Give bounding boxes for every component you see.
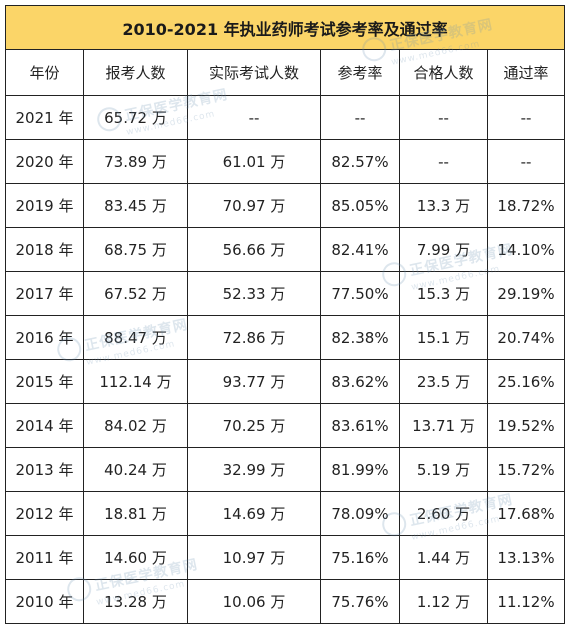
table-body: 2021 年 65.72 万 -- -- -- -- 2020 年 73.89 万 61.01 … — [5, 95, 566, 624]
table-row: 2015 年 112.14 万 93.77 万 83.62% 23.5 万 25.16% — [5, 359, 566, 404]
cell-pass-rate: 18.72% — [486, 183, 566, 228]
cell-pass-rate: -- — [486, 95, 566, 140]
cell-pass-rate: 14.10% — [486, 227, 566, 272]
cell-actual-takers: 10.97 万 — [187, 535, 321, 580]
cell-year: 2017 年 — [5, 271, 84, 316]
cell-year: 2019 年 — [5, 183, 84, 228]
title-row: 2010-2021 年执业药师考试参考率及通过率 — [4, 5, 566, 50]
table-row: 2016 年 88.47 万 72.86 万 82.38% 15.1 万 20.74% — [5, 315, 566, 360]
cell-year: 2013 年 — [5, 447, 84, 492]
cell-actual-takers: -- — [187, 95, 321, 140]
header-pass-rate: 通过率 — [486, 49, 566, 96]
cell-pass-rate: 11.12% — [486, 579, 566, 624]
table-row: 2019 年 83.45 万 70.97 万 85.05% 13.3 万 18.72% — [5, 183, 566, 228]
table-row: 2018 年 68.75 万 56.66 万 82.41% 7.99 万 14.10% — [5, 227, 566, 272]
cell-registered: 112.14 万 — [83, 359, 188, 404]
cell-registered: 13.28 万 — [83, 579, 188, 624]
cell-pass-rate: -- — [486, 139, 566, 184]
cell-year: 2010 年 — [5, 579, 84, 624]
cell-actual-takers: 61.01 万 — [187, 139, 321, 184]
cell-attendance-rate: 78.09% — [320, 491, 400, 536]
cell-registered: 73.89 万 — [83, 139, 188, 184]
cell-pass-rate: 13.13% — [486, 535, 566, 580]
table-row: 2012 年 18.81 万 14.69 万 78.09% 2.60 万 17.68% — [5, 491, 566, 536]
cell-year: 2015 年 — [5, 359, 84, 404]
cell-passed: 2.60 万 — [399, 491, 488, 536]
cell-attendance-rate: 77.50% — [320, 271, 400, 316]
cell-passed: 15.3 万 — [399, 271, 488, 316]
cell-year: 2016 年 — [5, 315, 84, 360]
cell-actual-takers: 14.69 万 — [187, 491, 321, 536]
cell-registered: 65.72 万 — [83, 95, 188, 140]
cell-actual-takers: 56.66 万 — [187, 227, 321, 272]
table-row: 2013 年 40.24 万 32.99 万 81.99% 5.19 万 15.72% — [5, 447, 566, 492]
cell-passed: 13.71 万 — [399, 403, 488, 448]
cell-registered: 83.45 万 — [83, 183, 188, 228]
header-passed: 合格人数 — [399, 49, 488, 96]
cell-year: 2011 年 — [5, 535, 84, 580]
cell-attendance-rate: 85.05% — [320, 183, 400, 228]
cell-passed: 5.19 万 — [399, 447, 488, 492]
cell-actual-takers: 72.86 万 — [187, 315, 321, 360]
cell-attendance-rate: 81.99% — [320, 447, 400, 492]
cell-passed: -- — [399, 95, 488, 140]
header-actual-takers: 实际考试人数 — [187, 49, 321, 96]
stats-table: 2010-2021 年执业药师考试参考率及通过率 年份 报考人数 实际考试人数 … — [4, 5, 566, 624]
cell-passed: -- — [399, 139, 488, 184]
table-row: 2020 年 73.89 万 61.01 万 82.57% -- -- — [5, 139, 566, 184]
cell-year: 2012 年 — [5, 491, 84, 536]
cell-registered: 88.47 万 — [83, 315, 188, 360]
cell-attendance-rate: -- — [320, 95, 400, 140]
table-row: 2011 年 14.60 万 10.97 万 75.16% 1.44 万 13.13% — [5, 535, 566, 580]
header-registered: 报考人数 — [83, 49, 188, 96]
cell-passed: 23.5 万 — [399, 359, 488, 404]
cell-attendance-rate: 75.16% — [320, 535, 400, 580]
cell-attendance-rate: 82.57% — [320, 139, 400, 184]
cell-pass-rate: 29.19% — [486, 271, 566, 316]
cell-registered: 84.02 万 — [83, 403, 188, 448]
cell-actual-takers: 32.99 万 — [187, 447, 321, 492]
cell-pass-rate: 17.68% — [486, 491, 566, 536]
cell-year: 2014 年 — [5, 403, 84, 448]
cell-attendance-rate: 82.41% — [320, 227, 400, 272]
cell-year: 2020 年 — [5, 139, 84, 184]
table-row: 2014 年 84.02 万 70.25 万 83.61% 13.71 万 19.52% — [5, 403, 566, 448]
cell-passed: 1.44 万 — [399, 535, 488, 580]
cell-registered: 40.24 万 — [83, 447, 188, 492]
cell-registered: 68.75 万 — [83, 227, 188, 272]
cell-actual-takers: 93.77 万 — [187, 359, 321, 404]
cell-pass-rate: 20.74% — [486, 315, 566, 360]
cell-pass-rate: 19.52% — [486, 403, 566, 448]
cell-passed: 15.1 万 — [399, 315, 488, 360]
cell-year: 2018 年 — [5, 227, 84, 272]
cell-passed: 1.12 万 — [399, 579, 488, 624]
cell-attendance-rate: 75.76% — [320, 579, 400, 624]
header-attendance-rate: 参考率 — [320, 49, 400, 96]
cell-pass-rate: 15.72% — [486, 447, 566, 492]
cell-actual-takers: 10.06 万 — [187, 579, 321, 624]
header-year: 年份 — [5, 49, 84, 96]
cell-passed: 13.3 万 — [399, 183, 488, 228]
cell-actual-takers: 70.25 万 — [187, 403, 321, 448]
header-row: 年份 报考人数 实际考试人数 参考率 合格人数 通过率 — [5, 49, 566, 96]
cell-passed: 7.99 万 — [399, 227, 488, 272]
cell-attendance-rate: 82.38% — [320, 315, 400, 360]
table-row: 2021 年 65.72 万 -- -- -- -- — [5, 95, 566, 140]
cell-attendance-rate: 83.61% — [320, 403, 400, 448]
cell-registered: 67.52 万 — [83, 271, 188, 316]
cell-year: 2021 年 — [5, 95, 84, 140]
cell-attendance-rate: 83.62% — [320, 359, 400, 404]
cell-pass-rate: 25.16% — [486, 359, 566, 404]
cell-registered: 14.60 万 — [83, 535, 188, 580]
cell-actual-takers: 52.33 万 — [187, 271, 321, 316]
cell-registered: 18.81 万 — [83, 491, 188, 536]
table-row: 2017 年 67.52 万 52.33 万 77.50% 15.3 万 29.19% — [5, 271, 566, 316]
cell-actual-takers: 70.97 万 — [187, 183, 321, 228]
table-row: 2010 年 13.28 万 10.06 万 75.76% 1.12 万 11.12% — [5, 579, 566, 624]
table-title: 2010-2021 年执业药师考试参考率及通过率 — [4, 5, 566, 50]
